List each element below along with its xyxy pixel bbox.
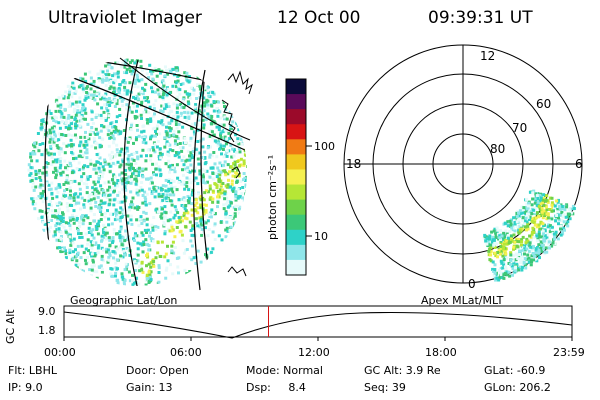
colorbar-segment [286, 229, 306, 246]
altitude-curve [63, 311, 573, 339]
apex-panel-label: Apex MLat/MLT [421, 294, 504, 307]
instrument-title: Ultraviolet Imager [48, 8, 202, 28]
colorbar-segment [286, 79, 306, 95]
colorbar-segment [286, 139, 306, 155]
gc-alt-info: GC Alt: 3.9 Re [364, 364, 441, 377]
timeline-y-bottom: 1.8 [38, 324, 56, 337]
mode-info: Mode: Normal [246, 364, 323, 377]
mlt-label-0: 0 [468, 277, 476, 291]
colorbar-segment [286, 124, 306, 140]
lat-label-70: 70 [512, 121, 527, 135]
colorbar-tick-100: 100 [314, 140, 335, 153]
colorbar-segment [286, 184, 306, 201]
colorbar-segment [286, 94, 306, 110]
colorbar-segment [286, 214, 306, 231]
timeline-tick-0600: 06:00 [170, 346, 202, 359]
seq-info: Seq: 39 [364, 381, 406, 394]
dsp-info: Dsp: 8.4 [246, 381, 306, 394]
geographic-panel-label: Geographic Lat/Lon [70, 294, 178, 307]
lat-label-80: 80 [490, 142, 505, 156]
timeline-tick-1800: 18:00 [425, 346, 457, 359]
mlt-label-12: 12 [480, 49, 495, 63]
mlt-label-18: 18 [346, 157, 361, 171]
timeline-tick-2359: 23:59 [553, 346, 585, 359]
colorbar-segment [286, 244, 306, 261]
colorbar-segment [286, 259, 306, 276]
gain-info: Gain: 13 [126, 381, 173, 394]
colorbar-segment [286, 154, 306, 171]
timeline-y-top: 9.0 [38, 305, 56, 318]
colorbar-segment [286, 199, 306, 216]
glat-info: GLat: -60.9 [484, 364, 546, 377]
colorbar-tick-10: 10 [314, 230, 328, 243]
timeline-tick-0000: 00:00 [44, 346, 76, 359]
lat-label-60: 60 [536, 97, 551, 111]
mlt-label-6: 6 [575, 157, 583, 171]
timeline-tick-1200: 12:00 [298, 346, 330, 359]
door-info: Door: Open [126, 364, 189, 377]
filter-info: Flt: LBHL [8, 364, 57, 377]
colorbar-segment [286, 109, 306, 125]
date-label: 12 Oct 00 [277, 8, 361, 28]
glon-info: GLon: 206.2 [484, 381, 551, 394]
time-label: 09:39:31 UT [428, 8, 533, 28]
ip-info: IP: 9.0 [8, 381, 43, 394]
colorbar-segment [286, 169, 306, 186]
